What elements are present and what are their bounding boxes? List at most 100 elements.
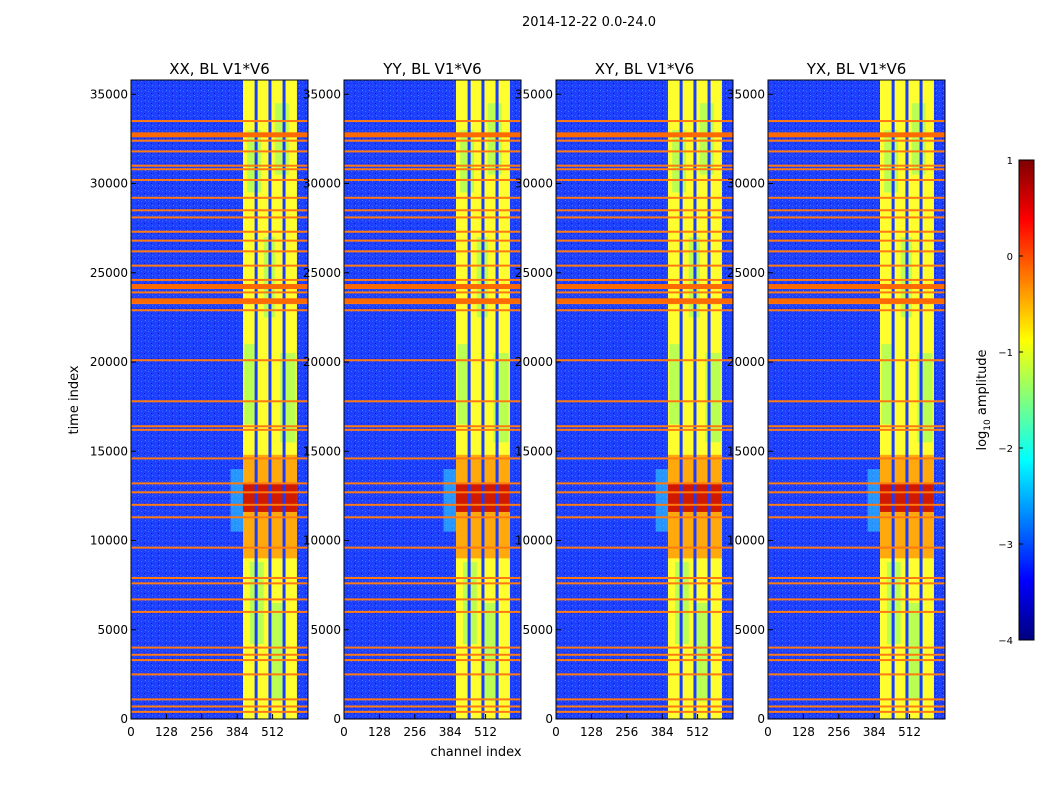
signal-patch	[881, 344, 893, 425]
panel-4: YX, BL V1*V6 0 128 256 384 512 0 5000 10000 15000…	[727, 60, 946, 739]
channel-gap	[707, 80, 711, 719]
signal-patch	[672, 129, 686, 193]
rfi-line	[131, 582, 308, 585]
rfi-line	[556, 309, 733, 312]
y-tick-label: 10000	[90, 534, 128, 548]
rfi-line	[556, 178, 733, 181]
rfi-line	[768, 576, 945, 579]
hotspot-halo	[230, 469, 244, 532]
rfi-line	[768, 710, 945, 713]
rfi-line	[768, 139, 945, 142]
y-tick-label: 35000	[303, 87, 341, 101]
hotspot-halo	[655, 469, 669, 532]
rfi-line	[344, 428, 521, 431]
rfi-line	[344, 309, 521, 312]
rfi-line	[131, 610, 308, 613]
rfi-line	[768, 698, 945, 701]
signal-patch	[460, 129, 474, 193]
rfi-line	[131, 209, 308, 212]
x-tick-label: 128	[580, 725, 603, 739]
rfi-line	[556, 120, 733, 123]
rfi-line	[131, 491, 308, 494]
channel-gap	[481, 80, 485, 719]
rfi-block	[556, 132, 733, 138]
x-tick-label: 128	[792, 725, 815, 739]
hotspot-halo	[443, 469, 457, 532]
channel-gap	[254, 80, 258, 719]
channel-gap	[679, 80, 683, 719]
rfi-line	[556, 428, 733, 431]
channel-gap	[693, 80, 697, 719]
rfi-line	[344, 425, 521, 428]
rfi-line	[768, 491, 945, 494]
panel-2: YY, BL V1*V6 0 128 256 384 512 0 5000 10000 15000…	[303, 60, 522, 739]
rfi-line	[556, 698, 733, 701]
rfi-line	[768, 425, 945, 428]
rfi-line	[131, 710, 308, 713]
y-tick-label: 5000	[734, 623, 765, 637]
rfi-line	[344, 291, 521, 294]
rfi-line	[344, 264, 521, 267]
x-tick-label: 256	[615, 725, 638, 739]
rfi-line	[131, 516, 308, 519]
rfi-line	[131, 196, 308, 199]
rfi-line	[556, 139, 733, 142]
x-tick-label: 256	[190, 725, 213, 739]
rfi-block	[131, 132, 308, 138]
rfi-line	[768, 239, 945, 242]
rfi-line	[344, 503, 521, 506]
rfi-line	[344, 673, 521, 676]
y-tick-label: 20000	[303, 355, 341, 369]
y-tick-label: 30000	[303, 177, 341, 191]
rfi-line	[344, 582, 521, 585]
colorbar-tick-label: 1	[1007, 156, 1013, 167]
rfi-block	[768, 284, 945, 290]
rfi-line	[768, 673, 945, 676]
rfi-line	[131, 653, 308, 656]
rfi-line	[556, 705, 733, 708]
channel-gap	[495, 80, 499, 719]
rfi-line	[556, 610, 733, 613]
rfi-line	[556, 659, 733, 662]
rfi-line	[556, 168, 733, 171]
y-tick-label: 0	[757, 712, 765, 726]
panel-frame	[767, 79, 946, 720]
y-axis-label: time index	[67, 365, 82, 434]
rfi-line	[556, 673, 733, 676]
colorbar-ticks: 1 0 −1 −2 −3 −4	[998, 156, 1023, 647]
colorbar-gradient	[1018, 159, 1035, 641]
rfi-line	[344, 546, 521, 549]
rfi-line	[344, 250, 521, 253]
rfi-line	[131, 503, 308, 506]
channel-gap	[467, 80, 471, 719]
rfi-line	[344, 457, 521, 460]
x-tick-label: 0	[127, 725, 135, 739]
y-tick-label: 15000	[303, 444, 341, 458]
colorbar: 1 0 −1 −2 −3 −4 log10 amplitude	[975, 156, 1035, 647]
rfi-line	[131, 659, 308, 662]
rfi-line	[131, 168, 308, 171]
figure-suptitle: 2014-12-22 0.0-24.0	[522, 15, 656, 30]
x-tick-label: 384	[226, 725, 249, 739]
rfi-line	[768, 250, 945, 253]
x-tick-label: 384	[439, 725, 462, 739]
rfi-line	[556, 503, 733, 506]
y-tick-label: 20000	[727, 355, 765, 369]
rfi-line	[131, 139, 308, 142]
channel-gap	[282, 80, 286, 719]
rfi-line	[556, 457, 733, 460]
rfi-line	[131, 400, 308, 403]
x-tick-label: 0	[764, 725, 772, 739]
rfi-line	[344, 598, 521, 601]
x-tick-label: 0	[340, 725, 348, 739]
y-tick-label: 10000	[303, 534, 341, 548]
rfi-line	[344, 209, 521, 212]
channel-gap	[891, 80, 895, 719]
panel-title: YX, BL V1*V6	[806, 60, 907, 78]
rfi-line	[131, 250, 308, 253]
x-tick-label: 128	[155, 725, 178, 739]
y-tick-label: 10000	[515, 534, 553, 548]
rfi-line	[131, 264, 308, 267]
rfi-line	[344, 698, 521, 701]
rfi-line	[131, 673, 308, 676]
